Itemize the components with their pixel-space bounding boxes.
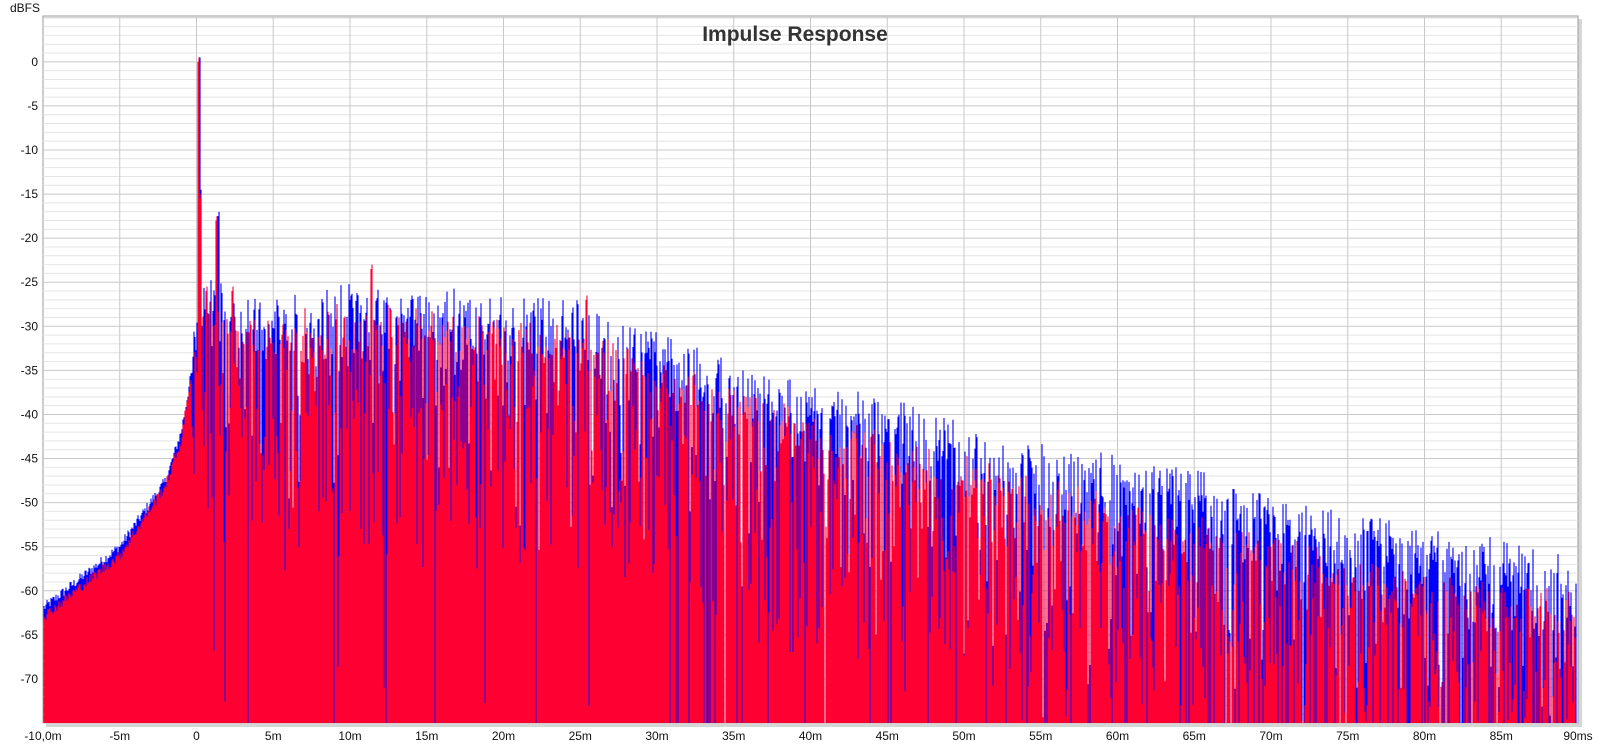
x-tick-label: 50m [952, 729, 975, 743]
y-tick-label: -20 [21, 231, 39, 245]
x-tick-label: 20m [492, 729, 515, 743]
x-tick-label: 10m [338, 729, 361, 743]
x-tick-label: 30m [645, 729, 668, 743]
x-tick-label: 80m [1413, 729, 1436, 743]
x-tick-label: 0 [193, 729, 200, 743]
x-tick-label: 65m [1183, 729, 1206, 743]
y-tick-label: -5 [27, 99, 38, 113]
x-tick-label: -5m [109, 729, 130, 743]
y-tick-label: -30 [21, 319, 39, 333]
x-tick-label: 15m [415, 729, 438, 743]
y-tick-label: 0 [31, 55, 38, 69]
x-tick-label: 5m [265, 729, 282, 743]
axes: -10,0m -5m 0 5m 10m 15m 20m 25m 30m 35m 40m 45m 50m 5… [21, 55, 1593, 743]
y-tick-label: -55 [21, 540, 39, 554]
y-tick-label: -60 [21, 584, 39, 598]
x-tick-label: -10,0m [24, 729, 61, 743]
y-tick-label: -35 [21, 363, 39, 377]
y-tick-label: -50 [21, 496, 39, 510]
y-tick-label: -10 [21, 143, 39, 157]
y-tick-label: -25 [21, 275, 39, 289]
y-tick-label: -65 [21, 628, 39, 642]
y-tick-label: -15 [21, 187, 39, 201]
data-layer [43, 57, 1577, 723]
x-tick-label: 35m [722, 729, 745, 743]
y-tick-label: -45 [21, 452, 39, 466]
x-tick-label: 45m [876, 729, 899, 743]
x-tick-label: 75m [1336, 729, 1359, 743]
y-tick-label: -40 [21, 407, 39, 421]
x-tick-label: 40m [799, 729, 822, 743]
chart-title: Impulse Response [702, 23, 888, 46]
y-axis-label: dBFS [10, 1, 40, 15]
x-tick-label: 90ms [1563, 729, 1592, 743]
x-tick-label: 85m [1490, 729, 1513, 743]
x-tick-label: 25m [569, 729, 592, 743]
x-tick-label: 70m [1259, 729, 1282, 743]
x-tick-label: 55m [1029, 729, 1052, 743]
series-red-trace [43, 57, 1576, 723]
y-tick-label: -70 [21, 672, 39, 686]
x-tick-label: 60m [1106, 729, 1129, 743]
